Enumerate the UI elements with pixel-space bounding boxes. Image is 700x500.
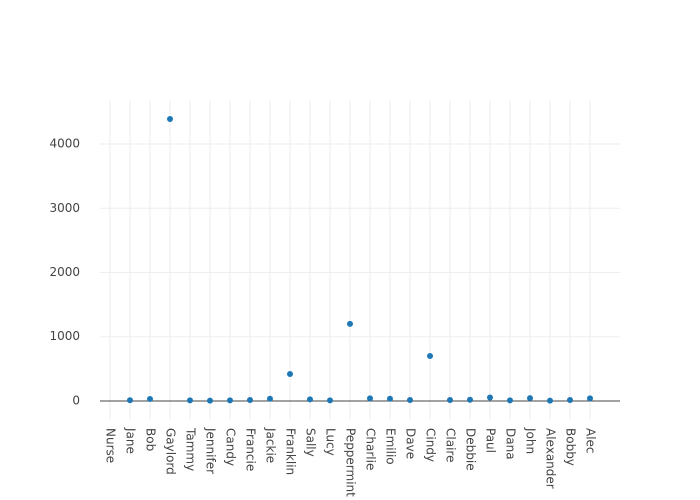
y-tick-label: 2000: [49, 265, 80, 279]
x-tick-label: John: [524, 427, 538, 454]
point: [327, 397, 333, 404]
point: [387, 395, 393, 402]
point: [547, 397, 553, 404]
point: [347, 320, 353, 327]
x-tick-label: Jackie: [264, 427, 278, 463]
y-tick-label: 3000: [49, 201, 80, 215]
point: [467, 396, 473, 403]
x-tick-label: Charlie: [364, 428, 378, 470]
y-tick-label: 1000: [49, 329, 80, 343]
x-tick-label: Dave: [404, 428, 418, 459]
x-tick-label: Alexander: [544, 428, 558, 489]
point: [167, 115, 173, 122]
point: [447, 397, 453, 404]
point: [527, 395, 533, 402]
x-tick-label: Bobby: [564, 428, 578, 466]
point: [227, 397, 233, 404]
point: [307, 396, 313, 403]
x-tick-label: Franklin: [284, 428, 298, 475]
point: [427, 353, 433, 360]
y-tick-label: 4000: [49, 137, 80, 151]
x-tick-label: Dana: [504, 428, 518, 460]
x-tick-label: Alec: [584, 428, 598, 454]
x-tick-label: Jennifer: [204, 427, 218, 474]
point: [207, 397, 213, 404]
point: [147, 396, 153, 403]
point: [487, 394, 493, 401]
y-tick-label: 0: [72, 393, 80, 407]
x-tick-label: Tammy: [184, 427, 198, 471]
x-tick-label: Lucy: [324, 428, 338, 456]
point: [127, 397, 133, 404]
x-tick-label: Sally: [304, 428, 318, 457]
x-tick-label: Peppermint P: [344, 428, 358, 500]
point: [507, 397, 513, 404]
x-tick-label: Claire: [444, 428, 458, 462]
x-tick-label: Francie: [244, 428, 258, 471]
x-tick-label: Gaylord: [164, 428, 178, 475]
x-tick-label: Cindy: [424, 428, 438, 462]
x-tick-label: Bob: [144, 428, 158, 451]
point: [287, 371, 293, 378]
point: [407, 397, 413, 404]
point: [187, 397, 193, 404]
point: [567, 397, 573, 404]
x-tick-label: Paul: [484, 428, 498, 453]
x-tick-label: Jane: [124, 427, 138, 454]
point: [587, 395, 593, 402]
point: [247, 397, 253, 404]
x-tick-label: Debbie: [464, 428, 478, 471]
point: [367, 395, 373, 402]
x-tick-label: Emilio: [384, 428, 398, 465]
point: [267, 395, 273, 402]
x-tick-label: Candy: [224, 428, 238, 466]
x-tick-label: Nurse: [104, 428, 118, 463]
